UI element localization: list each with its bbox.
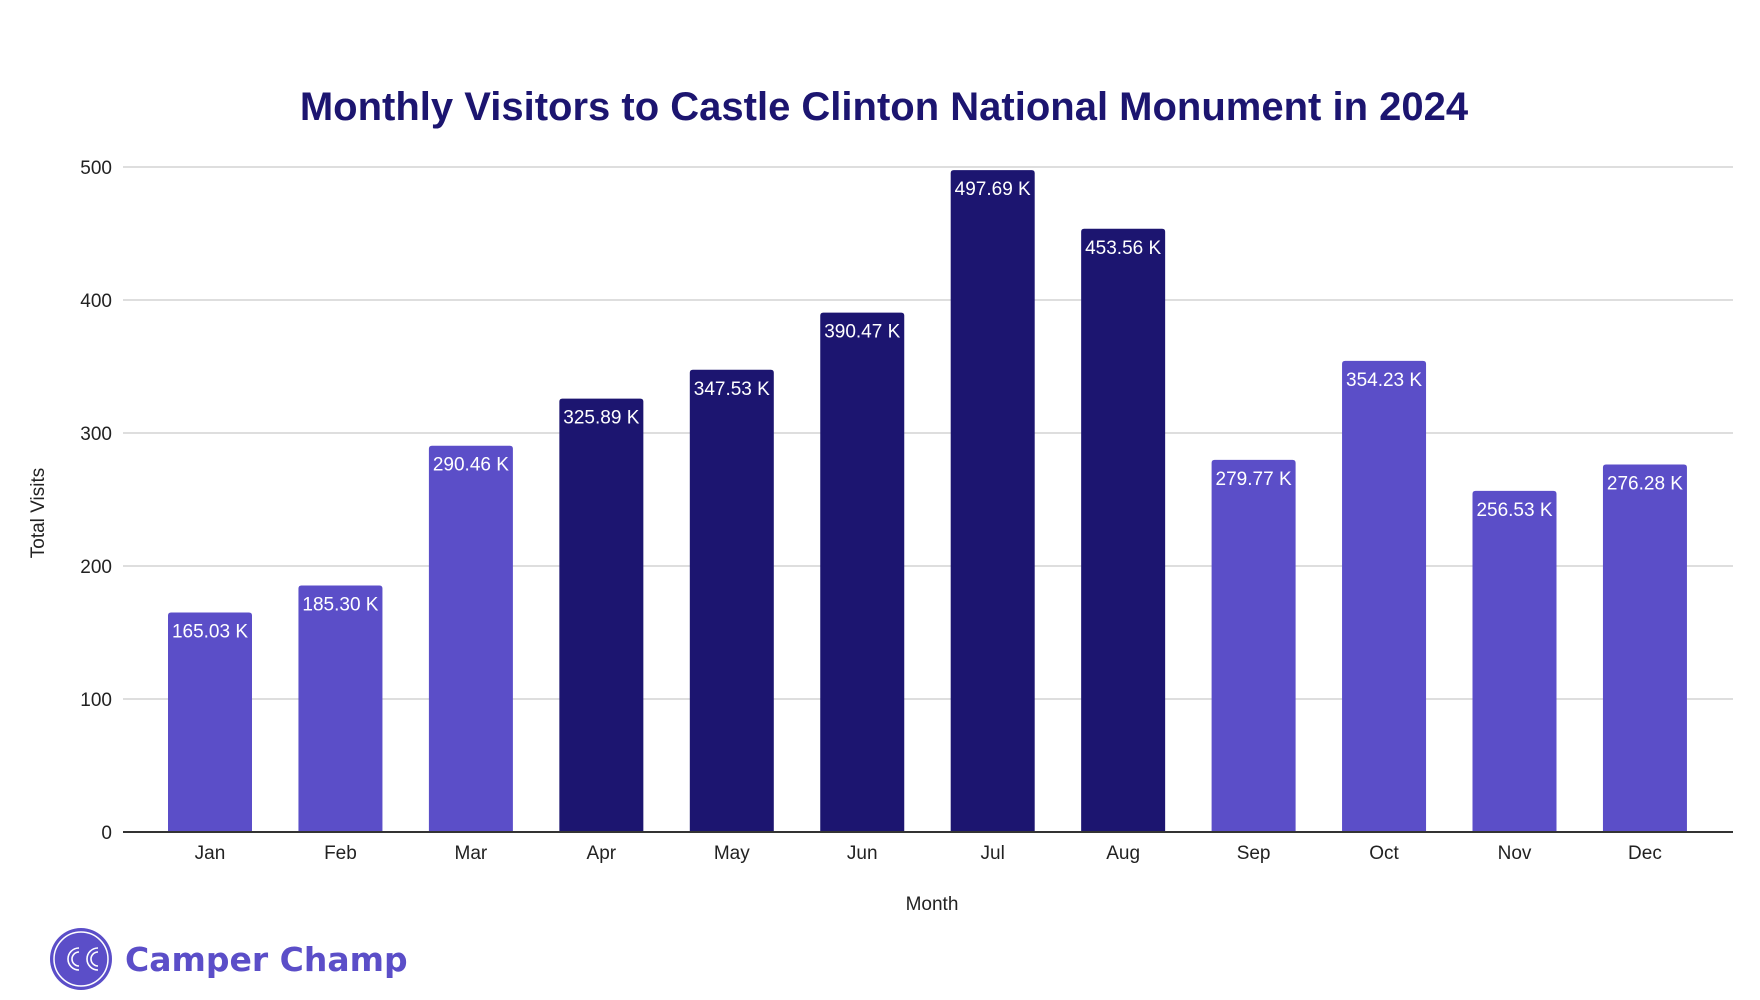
y-tick-label: 300 [80,424,112,445]
data-label: 276.28 K [1607,474,1683,495]
brand-name: Camper Champ [125,940,408,979]
y-tick-label: 0 [101,823,112,844]
y-axis-title: Total Visits [28,468,49,558]
bars [168,170,1687,833]
x-tick-label: Apr [587,843,617,864]
bar-oct [1342,360,1427,832]
data-label: 165.03 K [172,622,248,643]
y-tick-label: 500 [80,158,112,179]
bar-nov [1472,490,1557,832]
data-label: 390.47 K [824,322,900,343]
data-labels: 165.03 K 185.30 K 290.46 K 325.89 K 347.53 K… [172,179,1683,642]
data-label: 279.77 K [1216,469,1292,490]
y-tick-label: 100 [80,690,112,711]
data-label: 185.30 K [302,595,378,616]
data-label: 497.69 K [955,179,1031,200]
chart-title: Monthly Visitors to Castle Clinton Natio… [300,85,1469,129]
x-tick-label: Jul [981,843,1005,864]
x-tick-label: Dec [1628,843,1662,864]
bar-dec [1602,464,1687,832]
data-label: 325.89 K [563,408,639,429]
x-tick-label: Jan [195,843,226,864]
bar-sep [1211,459,1296,832]
bar-aug [1081,228,1166,832]
brand-logo-ring [53,931,109,987]
data-label: 354.23 K [1346,370,1422,391]
brand-logo [50,928,112,990]
bar-apr [559,398,644,832]
x-axis-ticks: Jan Feb Mar Apr May Jun Jul Aug Sep Oct Nov Dec [195,843,1662,864]
bar-jan [168,612,252,832]
bar-mar [428,445,513,832]
cc-monogram-icon [67,947,99,971]
x-tick-label: Jun [847,843,878,864]
bar-may [689,369,774,832]
data-label: 347.53 K [694,379,770,400]
bar-feb [298,585,383,832]
x-tick-label: Oct [1369,843,1399,864]
data-label: 453.56 K [1085,238,1161,259]
data-label: 290.46 K [433,455,509,476]
bar-jul [950,170,1035,833]
x-tick-label: Sep [1237,843,1271,864]
y-tick-label: 200 [80,557,112,578]
y-axis-ticks: 0 100 200 300 400 500 [80,158,112,844]
x-tick-label: Nov [1498,843,1532,864]
x-tick-label: Mar [455,843,488,864]
x-tick-label: May [714,843,750,864]
brand-logo-circle [50,928,112,990]
x-tick-label: Feb [324,843,357,864]
y-tick-label: 400 [80,291,112,312]
data-label: 256.53 K [1476,500,1552,521]
x-tick-label: Aug [1106,843,1140,864]
bar-jun [820,312,905,832]
x-axis-title: Month [906,894,959,915]
gridlines [123,166,1733,700]
